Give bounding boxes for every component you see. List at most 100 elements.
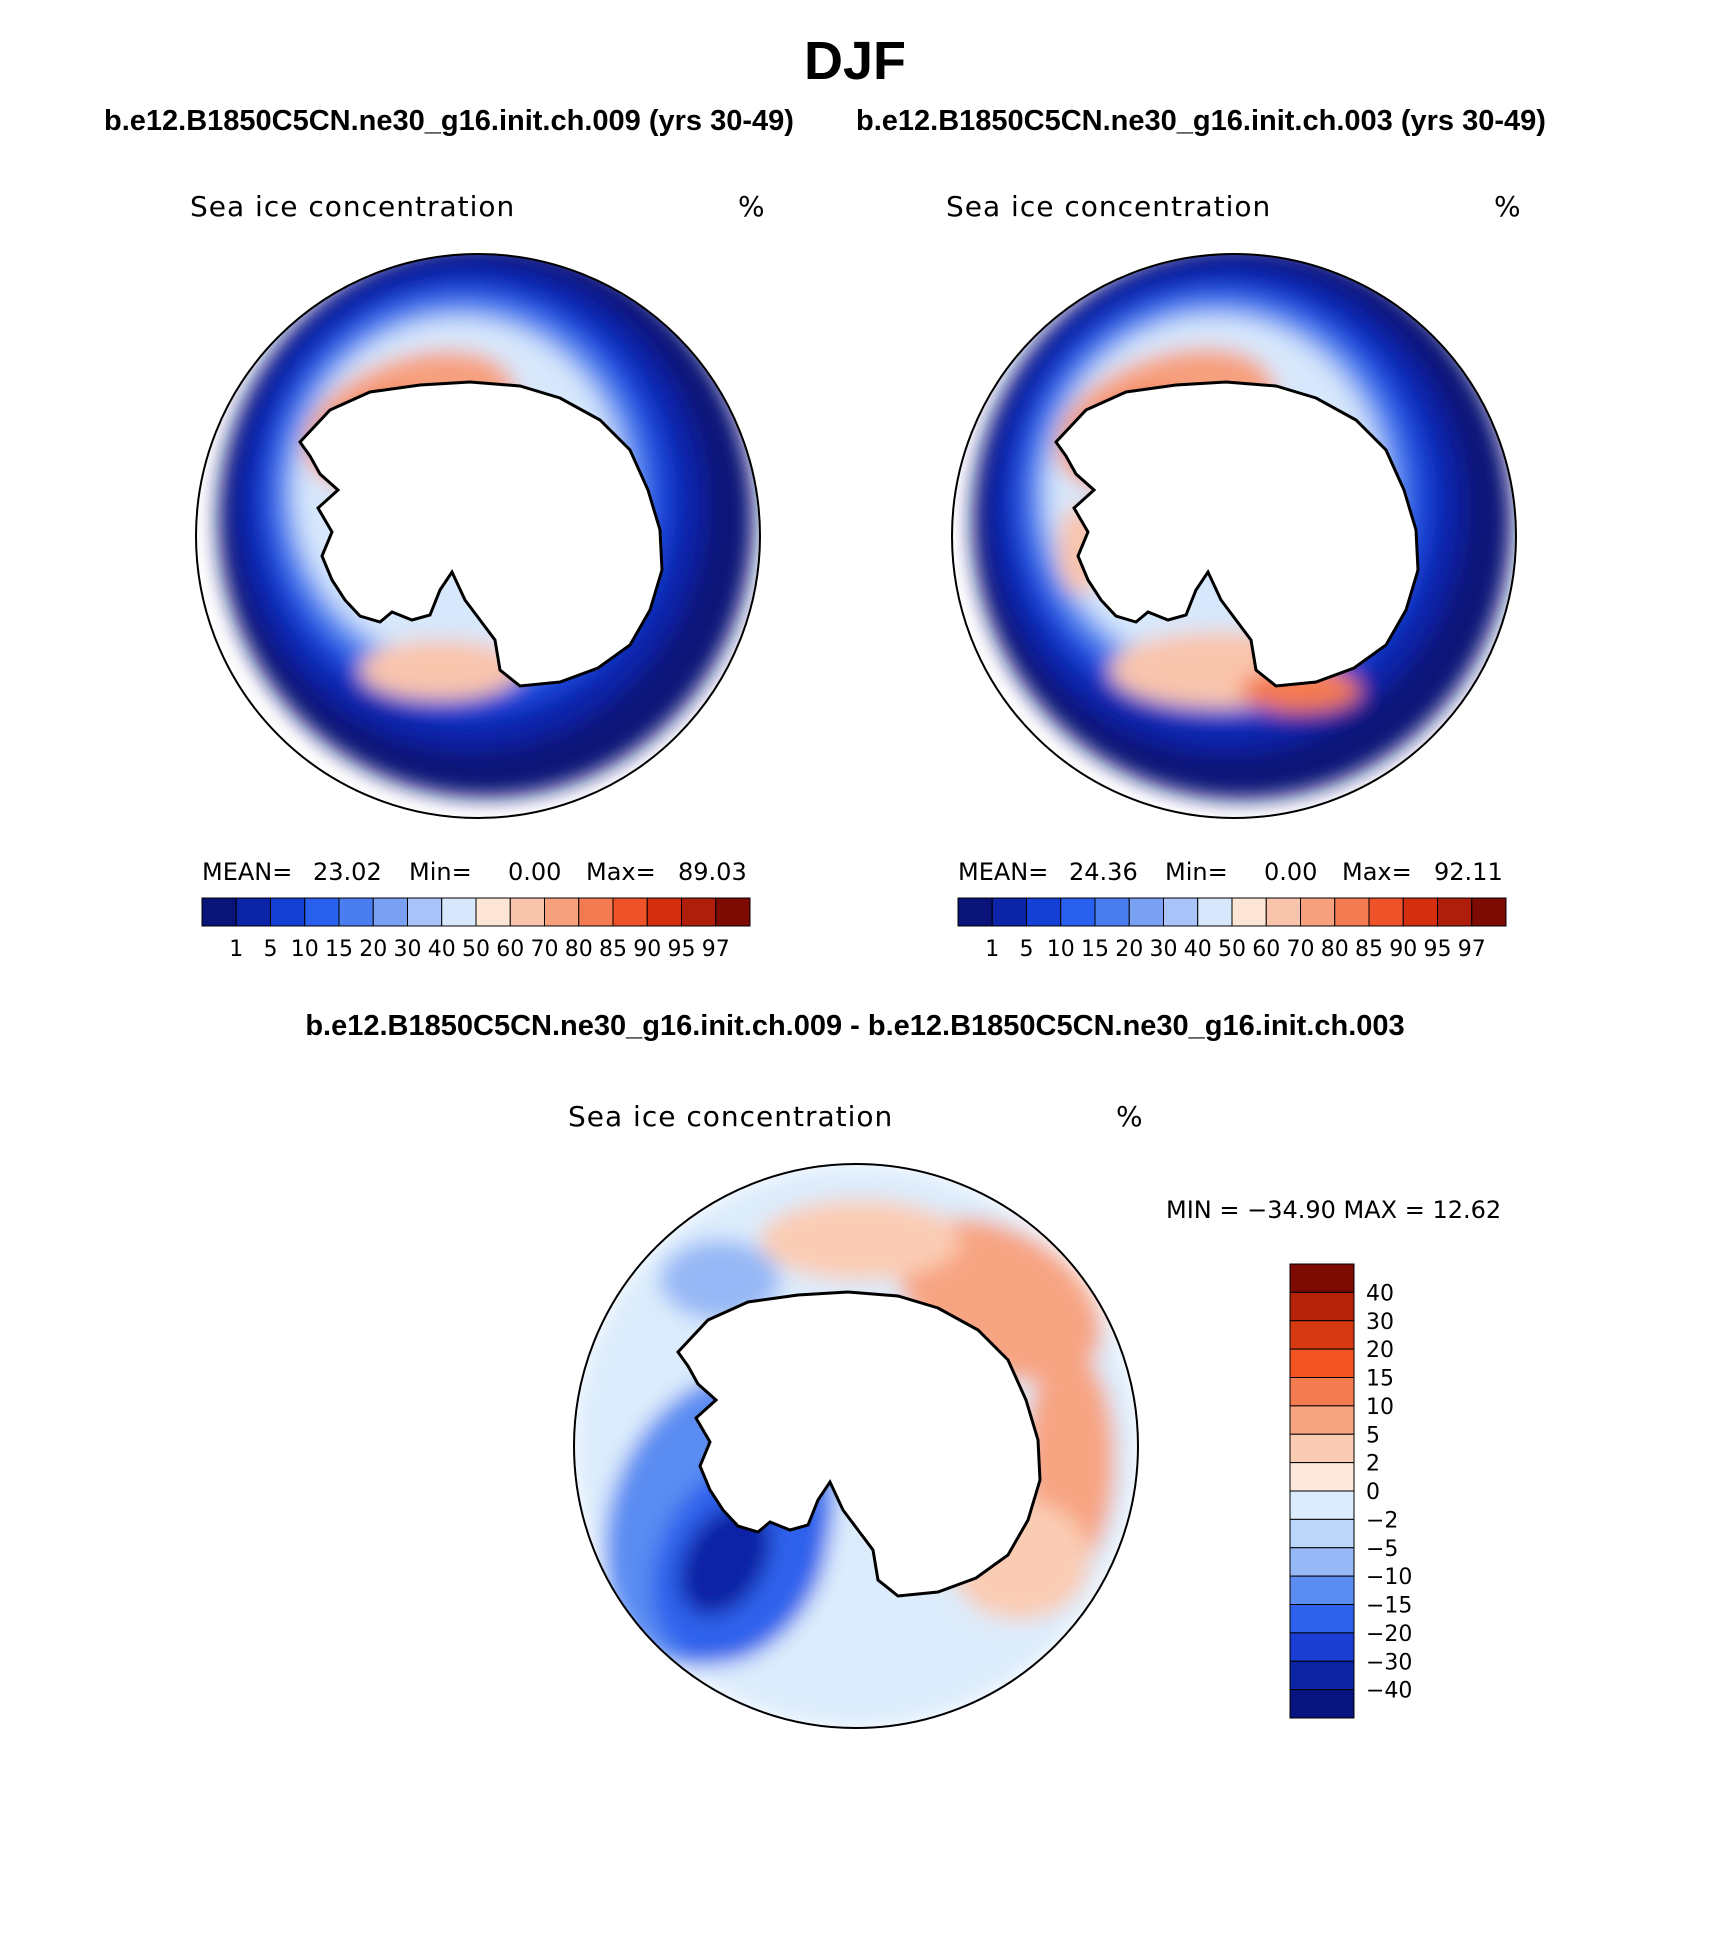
left-units-label: % bbox=[738, 190, 766, 223]
right-mean-label: MEAN= bbox=[958, 858, 1049, 886]
left-sea-ice-map bbox=[195, 253, 761, 819]
right-min-label: Min= bbox=[1165, 858, 1228, 886]
diff-colorbar-swatch bbox=[1289, 1377, 1355, 1407]
diff-colorbar-tick-label: −2 bbox=[1366, 1508, 1398, 1533]
left-colorbar-swatch bbox=[681, 897, 717, 927]
left-colorbar-swatch bbox=[372, 897, 408, 927]
right-colorbar-tick-label: 20 bbox=[1115, 937, 1143, 962]
right-colorbar-swatch bbox=[1437, 897, 1473, 927]
diff-colorbar-swatch bbox=[1289, 1490, 1355, 1520]
right-colorbar-tick-label: 15 bbox=[1081, 937, 1109, 962]
diff-colorbar-swatch bbox=[1289, 1320, 1355, 1350]
right-max-label: Max= bbox=[1342, 858, 1412, 886]
diff-colorbar-swatch bbox=[1289, 1604, 1355, 1634]
left-colorbar-tick-label: 95 bbox=[668, 937, 696, 962]
right-run-title: b.e12.B1850C5CN.ne30_g16.init.ch.003 (yr… bbox=[856, 105, 1546, 137]
right-antarctica-land bbox=[1054, 380, 1420, 688]
left-min-value: 0.00 bbox=[508, 858, 562, 886]
right-colorbar-tick-label: 85 bbox=[1355, 937, 1383, 962]
right-colorbar-swatch bbox=[1402, 897, 1438, 927]
right-colorbar-swatch bbox=[991, 897, 1027, 927]
left-colorbar-tick-label: 85 bbox=[599, 937, 627, 962]
figure-title: DJF bbox=[803, 31, 906, 91]
diff-colorbar-swatch bbox=[1289, 1660, 1355, 1691]
left-colorbar-tick-label: 10 bbox=[291, 937, 319, 962]
right-min-value: 0.00 bbox=[1264, 858, 1318, 886]
diff-colorbar-tick-label: 20 bbox=[1366, 1338, 1394, 1363]
right-colorbar-swatch bbox=[957, 897, 993, 927]
right-max-value: 92.11 bbox=[1434, 858, 1503, 886]
right-colorbar-swatch bbox=[1163, 897, 1199, 927]
left-variable-label: Sea ice concentration bbox=[190, 190, 516, 223]
diff-minmax: MIN = −34.90 MAX = 12.62 bbox=[1166, 1196, 1502, 1224]
right-colorbar-tick-label: 10 bbox=[1047, 937, 1075, 962]
right-colorbar: 1 5 10 15 20 30 40 50 60 70 80 85 90 95 97 bbox=[957, 897, 1507, 962]
diff-colorbar-tick-label: −30 bbox=[1366, 1650, 1412, 1675]
left-colorbar-tick-label: 15 bbox=[325, 937, 353, 962]
diff-colorbar-tick-label: 5 bbox=[1366, 1423, 1380, 1448]
left-colorbar-tick-label: 97 bbox=[702, 937, 730, 962]
left-min-label: Min= bbox=[409, 858, 472, 886]
left-colorbar-swatch bbox=[646, 897, 682, 927]
diff-units-label: % bbox=[1116, 1100, 1144, 1133]
diff-colorbar-swatch bbox=[1289, 1575, 1355, 1605]
left-colorbar-tick-label: 60 bbox=[496, 937, 524, 962]
right-colorbar-tick-label: 80 bbox=[1321, 937, 1349, 962]
right-colorbar-swatch bbox=[1265, 897, 1301, 927]
left-mean-label: MEAN= bbox=[202, 858, 293, 886]
right-colorbar-tick-label: 70 bbox=[1287, 937, 1315, 962]
diff-colorbar-tick-label: 0 bbox=[1366, 1480, 1380, 1505]
right-colorbar-tick-label: 95 bbox=[1424, 937, 1452, 962]
diff-colorbar-swatch bbox=[1289, 1291, 1355, 1322]
left-colorbar-swatch bbox=[475, 897, 511, 927]
right-mean-value: 24.36 bbox=[1069, 858, 1138, 886]
right-variable-label: Sea ice concentration bbox=[946, 190, 1272, 223]
diff-colorbar-tick-label: −15 bbox=[1366, 1594, 1412, 1619]
diff-colorbar-tick-label: −40 bbox=[1366, 1679, 1412, 1704]
left-colorbar-tick-label: 5 bbox=[264, 937, 278, 962]
right-colorbar-tick-label: 50 bbox=[1218, 937, 1246, 962]
right-colorbar-tick-label: 60 bbox=[1252, 937, 1280, 962]
right-colorbar-tick-label: 30 bbox=[1150, 937, 1178, 962]
diff-sea-ice-map bbox=[573, 1163, 1139, 1729]
left-colorbar-tick-label: 90 bbox=[633, 937, 661, 962]
diff-colorbar-tick-label: −10 bbox=[1366, 1565, 1412, 1590]
left-colorbar-swatch bbox=[235, 897, 271, 927]
diff-colorbar-tick-label: 15 bbox=[1366, 1367, 1394, 1392]
diff-colorbar-tick-label: 2 bbox=[1366, 1452, 1380, 1477]
right-colorbar-tick-label: 97 bbox=[1458, 937, 1486, 962]
right-colorbar-tick-label: 40 bbox=[1184, 937, 1212, 962]
diff-colorbar-swatch bbox=[1289, 1348, 1355, 1378]
right-colorbar-tick-label: 90 bbox=[1389, 937, 1417, 962]
diff-colorbar-tick-label: −5 bbox=[1366, 1537, 1398, 1562]
right-colorbar-swatch bbox=[1094, 897, 1130, 927]
left-colorbar-swatch bbox=[612, 897, 648, 927]
left-run-title: b.e12.B1850C5CN.ne30_g16.init.ch.009 (yr… bbox=[104, 105, 794, 137]
diff-colorbar-swatch bbox=[1289, 1263, 1355, 1293]
diff-colorbar-swatch bbox=[1289, 1518, 1355, 1549]
diff-colorbar-swatch bbox=[1289, 1462, 1355, 1492]
diff-colorbar-swatch bbox=[1289, 1689, 1355, 1719]
right-colorbar-swatch bbox=[1060, 897, 1096, 927]
left-colorbar-tick-label: 30 bbox=[394, 937, 422, 962]
left-colorbar-swatch bbox=[270, 897, 306, 927]
diff-colorbar-swatch bbox=[1289, 1547, 1355, 1577]
right-colorbar-swatch bbox=[1300, 897, 1336, 927]
left-colorbar-swatch bbox=[407, 897, 443, 927]
left-colorbar-swatch bbox=[304, 897, 340, 927]
left-colorbar-tick-label: 1 bbox=[229, 937, 243, 962]
right-units-label: % bbox=[1494, 190, 1522, 223]
right-colorbar-swatch bbox=[1334, 897, 1370, 927]
left-colorbar-tick-label: 70 bbox=[531, 937, 559, 962]
left-colorbar-swatch bbox=[201, 897, 237, 927]
right-colorbar-swatch bbox=[1128, 897, 1164, 927]
left-colorbar-swatch bbox=[338, 897, 374, 927]
left-colorbar: 1 5 10 15 20 30 40 50 60 70 80 85 90 95 97 bbox=[201, 897, 751, 962]
right-colorbar-swatch bbox=[1471, 897, 1507, 927]
diff-colorbar-tick-label: 40 bbox=[1366, 1281, 1394, 1306]
right-colorbar-swatch bbox=[1197, 897, 1233, 927]
left-colorbar-tick-label: 20 bbox=[359, 937, 387, 962]
left-mean-value: 23.02 bbox=[313, 858, 382, 886]
right-sea-ice-map bbox=[951, 253, 1517, 819]
